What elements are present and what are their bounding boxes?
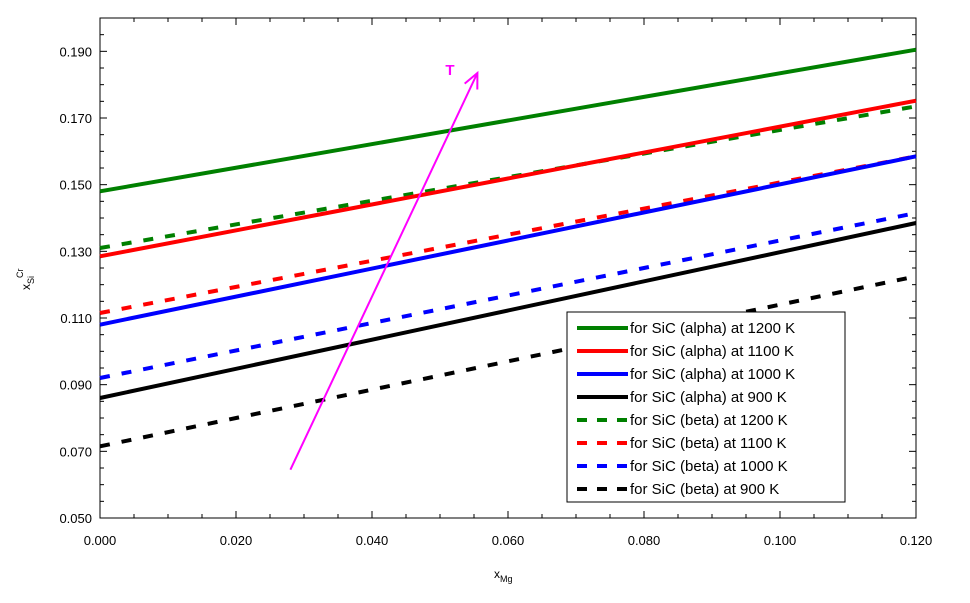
legend-label-for-sic-beta-at-900-k: for SiC (beta) at 900 K [630,481,779,498]
legend-label-for-sic-alpha-at-1200-k: for SiC (alpha) at 1200 K [630,320,795,337]
legend-label-for-sic-beta-at-1100-k: for SiC (beta) at 1100 K [630,435,786,452]
series-line-for-sic-beta-at-900-k [99,274,917,449]
legend-label-for-sic-alpha-at-1000-k: for SiC (alpha) at 1000 K [630,366,795,383]
y-tick-label: 0.150 [59,178,92,193]
legend-box [566,311,846,503]
x-axis-title-sub: Mg [500,574,513,584]
x-axis-ticks: 0.000 0.020 0.040 0.060 0.080 0.100 0.120 [84,18,933,548]
series-line-for-sic-alpha-at-1200-k [99,47,917,194]
series-layer [99,47,917,449]
y-tick-label: 0.170 [59,111,92,126]
y-tick-label: 0.130 [59,244,92,259]
series-line-for-sic-beta-at-1100-k [99,154,917,315]
temperature-arrow-label: T [445,62,454,79]
series-line-for-sic-alpha-at-1000-k [99,154,917,327]
y-tick-label: 0.190 [59,44,92,59]
y-tick-label: 0.070 [59,444,92,459]
y-tick-label: 0.050 [59,511,92,526]
x-tick-label: 0.040 [356,533,389,548]
y-tick-label: 0.090 [59,378,92,393]
x-tick-label: 0.020 [220,533,253,548]
legend: for SiC (alpha) at 1200 K for SiC (alpha)… [566,311,846,503]
x-tick-label: 0.000 [84,533,117,548]
y-axis-title-sup: Cr [15,268,25,278]
series-line-for-sic-alpha-at-900-k [99,221,917,400]
x-tick-label: 0.080 [628,533,661,548]
y-tick-label: 0.110 [60,311,92,326]
legend-label-for-sic-beta-at-1000-k: for SiC (beta) at 1000 K [630,458,788,475]
x-tick-label: 0.120 [900,533,933,548]
series-line-for-sic-alpha-at-1100-k [99,98,917,259]
y-axis-title: xSiCr [15,268,36,290]
y-axis-title-main: x [19,284,33,290]
legend-label-for-sic-alpha-at-900-k: for SiC (alpha) at 900 K [630,389,787,406]
x-tick-label: 0.100 [764,533,797,548]
y-axis-title-sub: Si [26,276,36,284]
x-axis-title: xMg [494,567,513,584]
series-line-for-sic-beta-at-1000-k [99,211,917,380]
legend-label-for-sic-alpha-at-1100-k: for SiC (alpha) at 1100 K [630,343,794,360]
series-line-for-sic-beta-at-1200-k [99,104,917,250]
temperature-arrow-head [464,70,479,90]
legend-label-for-sic-beta-at-1200-k: for SiC (beta) at 1200 K [630,412,788,429]
temperature-arrow-shaft [289,72,479,471]
y-axis-ticks: 0.050 0.070 0.090 0.110 0.130 0.150 0.170 0.190 [59,17,916,526]
x-tick-label: 0.060 [492,533,525,548]
x-axis-title-main: x [494,567,500,581]
annotation-layer: T [289,62,479,471]
